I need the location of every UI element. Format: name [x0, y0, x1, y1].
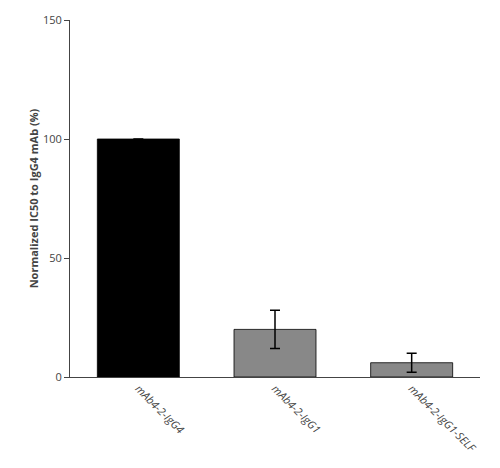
- svg-text:100: 100: [43, 131, 62, 146]
- svg-text:50: 50: [49, 250, 62, 265]
- svg-text:mAb4-2-IgG4: mAb4-2-IgG4: [132, 381, 187, 436]
- svg-text:mAb4-2-IgG1: mAb4-2-IgG1: [269, 381, 324, 436]
- svg-text:150: 150: [43, 12, 62, 27]
- svg-text:Normalized IC50 to IgG4 mAb (%: Normalized IC50 to IgG4 mAb (%): [26, 108, 41, 288]
- svg-text:mAb4-2-IgG1-SELF: mAb4-2-IgG1-SELF: [406, 381, 480, 455]
- svg-text:0: 0: [56, 369, 62, 384]
